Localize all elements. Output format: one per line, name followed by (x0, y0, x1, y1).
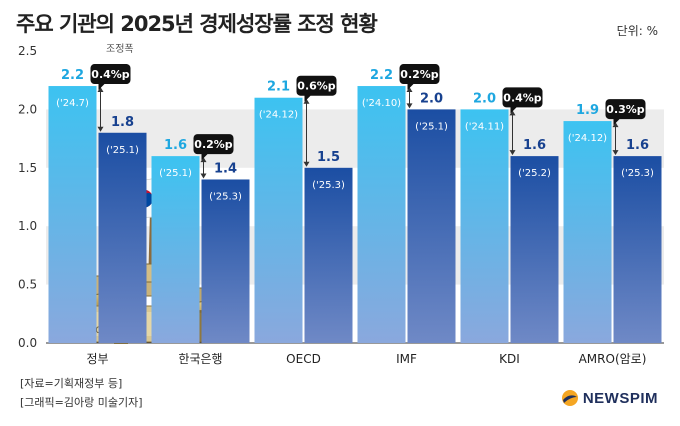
adjust-arrow-head (200, 173, 207, 179)
newspim-logo-icon (561, 390, 578, 406)
bar-revised (304, 167, 353, 343)
date-label-revised: ('25.3) (209, 191, 242, 202)
data-label-previous: 2.0 (473, 91, 496, 106)
data-label-revised: 1.5 (317, 150, 340, 165)
adjust-arrow-head (200, 157, 207, 163)
adjust-label: 0.6%p (297, 80, 336, 93)
date-label-previous: ('24.7) (56, 98, 89, 109)
date-label-previous: ('24.10) (362, 98, 401, 109)
bar-previous (151, 156, 200, 343)
bar-previous (254, 97, 303, 343)
date-label-revised: ('25.1) (106, 145, 139, 156)
adjust-legend-label: 조정폭 (106, 43, 134, 55)
unit-label: 단위: % (616, 24, 658, 38)
bars (48, 86, 662, 344)
adjust-arrow-head (509, 110, 516, 116)
brand-logo: NEWSPIM (561, 389, 658, 407)
bar-previous (357, 86, 406, 343)
data-label-previous: 1.6 (164, 138, 187, 153)
adjust-label: 0.4%p (503, 91, 542, 104)
adjust-callout (193, 134, 234, 161)
adjust-arrow-head (97, 126, 104, 132)
bar-revised (407, 109, 456, 344)
data-label-previous: 1.9 (576, 103, 599, 118)
y-tick-label: 1.0 (18, 219, 37, 233)
adjust-label: 0.4%p (91, 68, 130, 81)
data-label-previous: 2.2 (61, 68, 84, 83)
adjust-arrow-head (612, 150, 619, 156)
adjust-arrow-head (303, 161, 310, 167)
graphic-credit: [그래픽=김아랑 미술기자] (20, 396, 143, 409)
y-tick-label: 2.0 (18, 102, 37, 116)
adjust-arrow-head (612, 122, 619, 128)
date-label-previous: ('24.12) (568, 133, 607, 144)
data-label-revised: 2.0 (420, 91, 443, 106)
x-tick-label: OECD (286, 352, 321, 366)
bar-previous (563, 121, 612, 343)
date-label-previous: ('25.1) (159, 168, 192, 179)
y-tick-label: 1.5 (18, 161, 37, 175)
adjust-callout (502, 87, 543, 114)
bar-previous (460, 109, 509, 344)
data-label-previous: 2.2 (370, 68, 393, 83)
bar-revised (201, 179, 250, 343)
date-label-previous: ('24.12) (259, 110, 298, 121)
adjust-callout (605, 99, 646, 126)
bar-revised (510, 156, 559, 343)
adjust-arrow-head (406, 103, 413, 109)
y-tick-label: 0.5 (18, 278, 37, 292)
adjust-callout (399, 64, 440, 91)
x-tick-label: KDI (499, 352, 520, 366)
grid-band (46, 109, 664, 168)
data-label-previous: 2.1 (267, 80, 290, 95)
bar-chart: 0.00.51.01.52.02.5 5000 (18, 43, 664, 366)
brand-name: NEWSPIM (582, 389, 658, 407)
date-label-revised: ('25.3) (621, 168, 654, 179)
adjust-label: 0.2%p (194, 138, 233, 151)
adjust-arrow-head (509, 150, 516, 156)
x-tick-label: 정부 (86, 352, 108, 366)
adjust-arrow-head (97, 87, 104, 93)
bar-revised (613, 156, 662, 343)
date-label-previous: ('24.11) (465, 121, 504, 132)
data-label-revised: 1.8 (111, 115, 134, 130)
labels: 2.2 1.8 ('24.7) ('25.1) 0.4%p 정부 1.6 1.4 ('25.1)… (56, 64, 654, 366)
y-tick-label: 0.0 (18, 336, 37, 350)
x-tick-label: IMF (396, 352, 417, 366)
x-tick-label: AMRO(암로) (579, 352, 647, 366)
adjust-callout (90, 64, 131, 91)
adjust-callout (296, 75, 337, 102)
date-label-revised: ('25.2) (518, 168, 551, 179)
adjust-arrow-head (303, 98, 310, 104)
date-label-revised: ('25.3) (312, 180, 345, 191)
adjust-label: 0.3%p (606, 103, 645, 116)
axis: 0.0 0.5 1.0 1.5 2.0 2.5 (18, 44, 664, 350)
adjust-arrow-head (406, 87, 413, 93)
data-label-revised: 1.6 (626, 138, 649, 153)
bar-previous (48, 86, 97, 343)
data-label-revised: 1.6 (523, 138, 546, 153)
date-label-revised: ('25.1) (415, 121, 448, 132)
adjust-label: 0.2%p (400, 68, 439, 81)
source-note: [자료=기획재정부 등] (20, 377, 123, 390)
x-tick-label: 한국은행 (178, 351, 222, 366)
y-tick-label: 2.5 (18, 44, 37, 58)
data-label-revised: 1.4 (214, 161, 237, 176)
chart-title: 주요 기관의 2025년 경제성장률 조정 현황 (16, 12, 378, 36)
bar-revised (98, 132, 147, 343)
